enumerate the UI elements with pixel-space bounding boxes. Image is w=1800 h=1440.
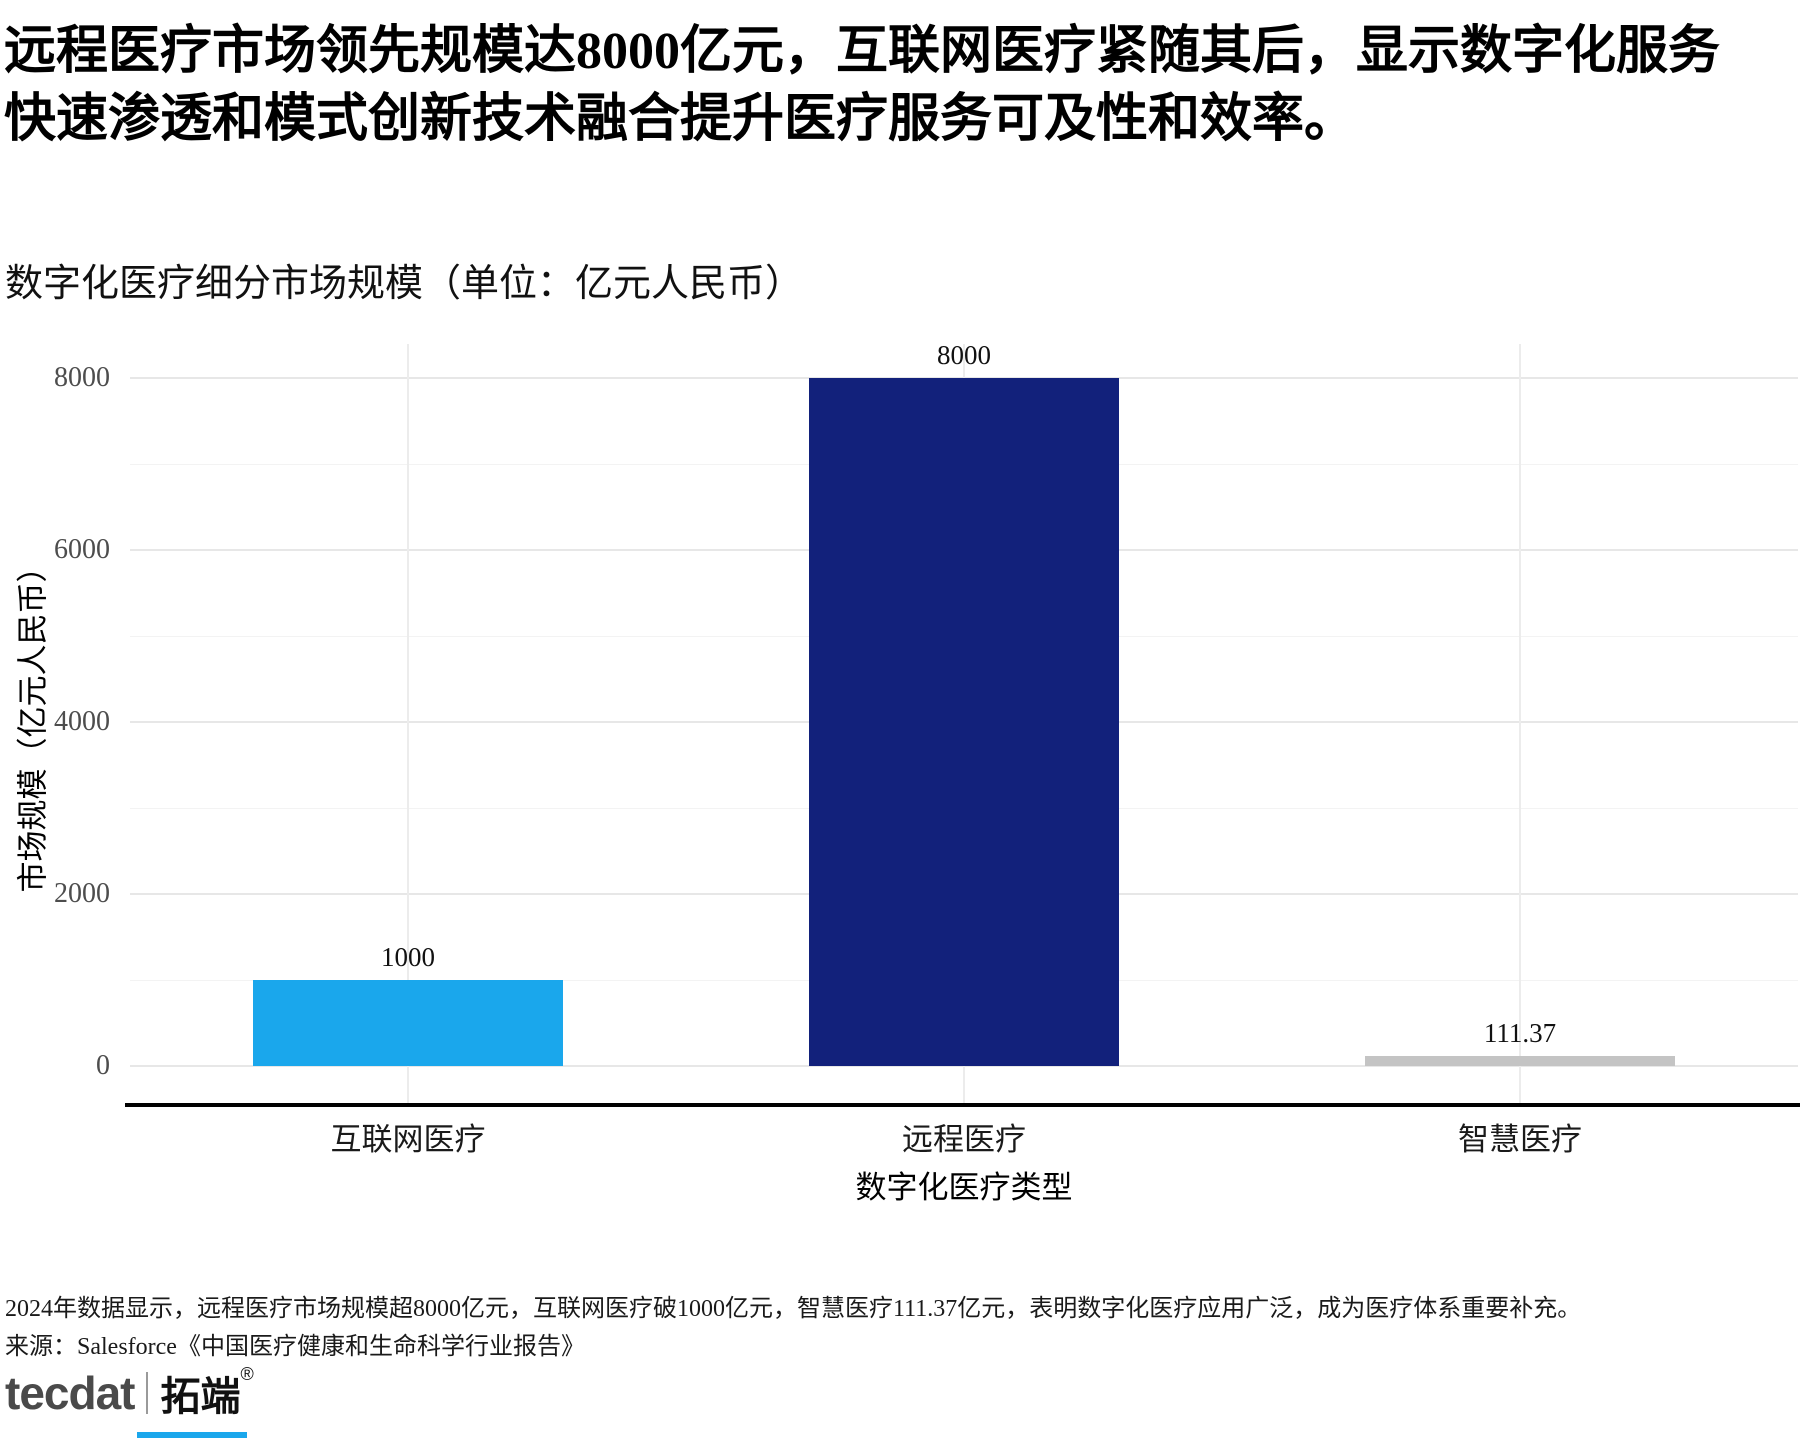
logo-tuoduan: 拓端® <box>160 1364 253 1422</box>
vertical-gridline <box>1519 344 1521 1103</box>
x-axis-line <box>125 1103 1800 1107</box>
bar-1 <box>253 980 563 1066</box>
x-axis-title: 数字化医疗类型 <box>855 1170 1073 1205</box>
y-tick-label: 0 <box>96 1050 110 1081</box>
y-tick-label: 2000 <box>54 878 110 909</box>
y-tick-label: 6000 <box>54 534 110 565</box>
logo-divider-icon <box>146 1372 149 1414</box>
registered-mark: ® <box>240 1364 254 1384</box>
bar-value-label: 111.37 <box>1483 1018 1557 1049</box>
logo-tuoduan-text: 拓端 <box>160 1375 241 1419</box>
chart-subtitle: 数字化医疗细分市场规模（单位：亿元人民币） <box>5 263 804 305</box>
vertical-gridline <box>407 344 409 1103</box>
bar-value-label: 1000 <box>381 942 435 972</box>
x-category-label: 智慧医疗 <box>1458 1122 1582 1157</box>
x-category-label: 远程医疗 <box>902 1122 1026 1157</box>
y-tick-label: 4000 <box>54 706 110 737</box>
headline-line-1: 远程医疗市场领先规模达8000亿元，互联网医疗紧随其后，显示数字化服务 <box>4 23 1721 80</box>
brand-logo: tecdat 拓端® <box>5 1364 254 1422</box>
source-line: 来源：Salesforce《中国医疗健康和生命科学行业报告》 <box>5 1334 585 1360</box>
brand-accent-bar <box>137 1432 247 1438</box>
footnote: 2024年数据显示，远程医疗市场规模超8000亿元，互联网医疗破1000亿元，智… <box>5 1296 1582 1322</box>
bar-3 <box>1365 1056 1675 1066</box>
logo-tecdat: tecdat <box>5 1367 135 1419</box>
bar-2 <box>809 378 1119 1066</box>
y-tick-label: 8000 <box>54 362 110 393</box>
bar-value-label: 8000 <box>937 340 991 370</box>
x-category-label: 互联网医疗 <box>330 1122 486 1157</box>
headline-line-2: 快速渗透和模式创新技术融合提升医疗服务可及性和效率。 <box>4 90 1357 148</box>
chart-headline: 远程医疗市场领先规模达8000亿元，互联网医疗紧随其后，显示数字化服务 快速渗透… <box>4 18 1800 153</box>
